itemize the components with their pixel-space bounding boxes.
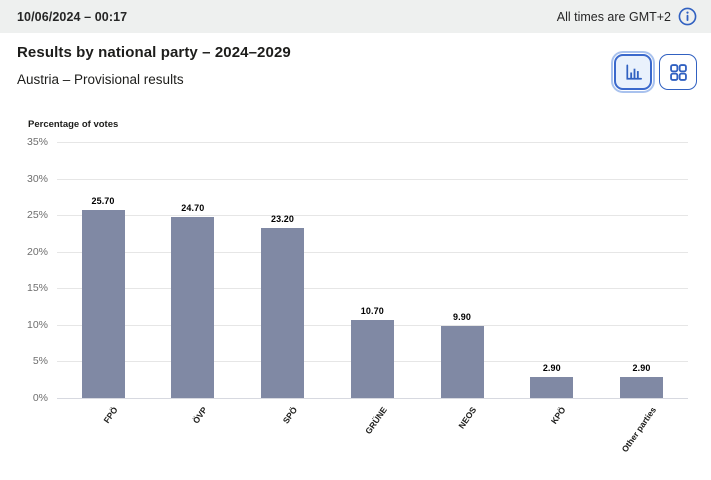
x-axis-label: NEOS	[456, 405, 479, 431]
x-axis-label: KPÖ	[549, 405, 568, 426]
gridline	[57, 251, 688, 253]
bar-övp[interactable]	[171, 217, 215, 398]
topbar-right: All times are GMT+2	[557, 7, 697, 26]
y-axis-tick-label: 5%	[32, 355, 48, 368]
bar-chart-icon	[623, 62, 644, 83]
page-subtitle: Austria – Provisional results	[17, 72, 184, 87]
bar-value-label: 2.90	[542, 362, 561, 373]
bar-value-label: 24.70	[181, 203, 205, 214]
bar-grüne[interactable]	[350, 319, 394, 398]
y-axis-tick-label: 25%	[26, 209, 48, 222]
bar-value-label: 23.20	[270, 214, 295, 225]
x-axis-label: GRÜNE	[362, 405, 389, 436]
y-axis-tick-label: 20%	[26, 245, 48, 258]
bar-value-label: 9.90	[453, 311, 471, 322]
bar-neos[interactable]	[440, 325, 484, 398]
chart-view-button[interactable]	[614, 54, 652, 90]
gridline	[57, 398, 688, 399]
y-axis-tick-label: 0%	[32, 392, 48, 404]
view-toggle	[614, 54, 697, 90]
y-axis-tick-label: 30%	[26, 172, 48, 185]
page-title: Results by national party – 2024–2029	[17, 44, 291, 61]
grid-view-icon	[668, 62, 689, 83]
timezone-note: All times are GMT+2	[556, 9, 671, 24]
grid-view-button[interactable]	[659, 54, 697, 90]
info-button[interactable]	[678, 7, 697, 26]
bar-other-parties[interactable]	[620, 376, 663, 398]
date-time-label: 10/06/2024 – 00:17	[17, 9, 128, 24]
x-axis-label: FPÖ	[100, 405, 120, 426]
x-axis-label: SPÖ	[280, 405, 299, 426]
y-axis-tick-label: 15%	[26, 282, 48, 295]
gridline	[57, 178, 688, 180]
info-icon	[678, 7, 697, 26]
gridline	[57, 288, 688, 290]
bar-value-label: 25.70	[91, 196, 115, 206]
y-axis-tick-label: 10%	[26, 318, 48, 331]
bar-fpö[interactable]	[81, 210, 125, 398]
gridline	[57, 215, 688, 217]
gridline	[57, 142, 688, 143]
topbar: 10/06/2024 – 00:17 All times are GMT+2	[0, 0, 711, 33]
x-axis-label: ÖVP	[190, 405, 209, 426]
bar-kpö[interactable]	[530, 376, 574, 398]
bar-value-label: 10.70	[360, 305, 384, 316]
y-axis-tick-label: 35%	[26, 136, 48, 148]
bar-value-label: 2.90	[632, 362, 651, 373]
y-axis-title: Percentage of votes	[28, 119, 119, 130]
x-axis-label: Other parties	[619, 405, 658, 455]
bar-spö[interactable]	[261, 228, 304, 398]
